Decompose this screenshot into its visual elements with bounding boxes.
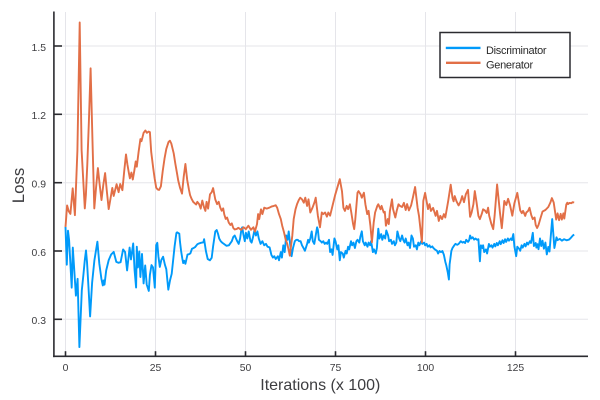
svg-text:0.6: 0.6 bbox=[32, 248, 47, 259]
svg-text:125: 125 bbox=[507, 363, 525, 374]
svg-text:0.3: 0.3 bbox=[32, 316, 47, 327]
svg-text:Discriminator: Discriminator bbox=[486, 45, 547, 57]
svg-text:25: 25 bbox=[150, 363, 162, 374]
svg-text:0: 0 bbox=[63, 363, 69, 374]
svg-text:75: 75 bbox=[330, 363, 342, 374]
svg-text:100: 100 bbox=[417, 363, 435, 374]
svg-text:Generator: Generator bbox=[486, 60, 533, 72]
svg-text:Loss: Loss bbox=[9, 168, 28, 203]
svg-text:50: 50 bbox=[240, 363, 252, 374]
svg-text:Iterations (x 100): Iterations (x 100) bbox=[260, 377, 380, 394]
svg-text:1.2: 1.2 bbox=[32, 111, 47, 122]
svg-text:1.5: 1.5 bbox=[32, 43, 47, 54]
svg-text:0.9: 0.9 bbox=[32, 180, 47, 191]
